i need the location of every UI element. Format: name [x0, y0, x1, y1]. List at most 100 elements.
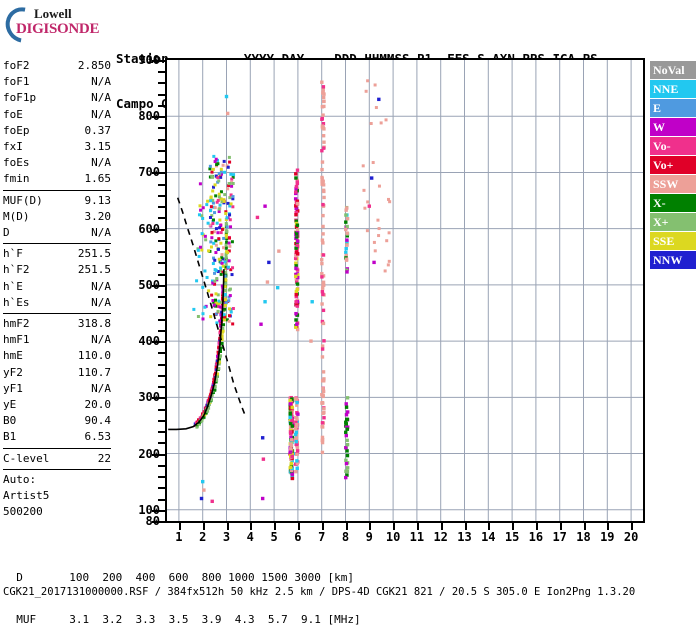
legend-item-noval[interactable]: NoVal: [650, 61, 696, 80]
y-axis-tick: [152, 172, 165, 175]
ionogram-plot-area[interactable]: [165, 58, 645, 523]
x-axis-label: 17: [552, 530, 567, 544]
x-axis-label: 13: [457, 530, 472, 544]
param-key: h`F2: [3, 263, 30, 277]
legend-item-sse[interactable]: SSE: [650, 232, 696, 251]
y-axis-minor-tick: [158, 431, 165, 434]
true-height-profile-curve: [168, 269, 225, 431]
param-value: N/A: [91, 279, 111, 293]
param-row-hme: hmE 110.0: [3, 348, 111, 364]
param-row-foes: foEs N/A: [3, 155, 111, 171]
param-value: N/A: [91, 333, 111, 347]
lowell-digisonde-logo: Lowell DIGISONDE: [0, 0, 106, 50]
y-axis-minor-tick: [158, 329, 165, 332]
y-axis-minor-tick: [158, 161, 165, 164]
param-key: D: [3, 226, 10, 240]
y-axis-minor-tick: [158, 296, 165, 299]
legend-item-ssw[interactable]: SSW: [650, 175, 696, 194]
param-value: N/A: [91, 226, 111, 240]
x-axis-tick: [369, 523, 372, 530]
y-axis-tick: [152, 521, 165, 523]
param-key: yF2: [3, 365, 23, 379]
param-value: 110.0: [77, 349, 111, 363]
x-axis-tick: [345, 523, 348, 530]
legend-item-x[interactable]: X+: [650, 213, 696, 232]
param-row-mufd: MUF(D) 9.13: [3, 193, 111, 209]
y-axis-minor-tick: [158, 419, 165, 422]
param-value: N/A: [91, 295, 111, 309]
y-axis-label: 400: [138, 334, 160, 349]
y-axis-minor-tick: [158, 442, 165, 445]
param-value: N/A: [91, 107, 111, 121]
param-row-fof1: foF1 N/A: [3, 74, 111, 90]
y-axis-tick: [152, 341, 165, 344]
y-axis-minor-tick: [158, 183, 165, 186]
y-axis-label: 80: [145, 514, 160, 528]
auto-code: 500200: [3, 505, 43, 519]
legend-item-w[interactable]: W: [650, 118, 696, 137]
x-axis-label: 4: [246, 530, 254, 544]
legend-item-nne[interactable]: NNE: [650, 80, 696, 99]
param-row-foep: foEp 0.37: [3, 123, 111, 139]
param-row-b1: B1 6.53: [3, 429, 111, 445]
param-key: B0: [3, 414, 17, 428]
y-axis-label: 600: [138, 221, 160, 236]
param-row-hes: h`Es N/A: [3, 295, 111, 311]
param-row-fmin: fmin 1.65: [3, 171, 111, 187]
param-key: h`E: [3, 279, 23, 293]
param-value: N/A: [91, 381, 111, 395]
legend-item-vo[interactable]: Vo+: [650, 156, 696, 175]
legend-item-e[interactable]: E: [650, 99, 696, 118]
param-key: fxI: [3, 140, 23, 154]
param-key: foEs: [3, 156, 30, 170]
scale-row-muf: MUF 3.1 3.2 3.3 3.5 3.9 4.3 5.7 9.1 [MHz…: [16, 613, 361, 626]
y-axis-minor-tick: [158, 363, 165, 366]
x-axis-label: 2: [199, 530, 207, 544]
x-axis-label: 7: [318, 530, 326, 544]
param-row-hf: h`F 251.5: [3, 246, 111, 262]
y-axis-minor-tick: [158, 206, 165, 209]
param-key: foF2: [3, 59, 30, 72]
y-axis-tick: [152, 397, 165, 400]
grid-lines: [167, 60, 643, 521]
legend-item-nnw[interactable]: NNW: [650, 251, 696, 270]
x-axis-label: 16: [528, 530, 544, 544]
x-axis-tick: [226, 523, 229, 530]
x-axis-label: 14: [481, 530, 496, 544]
param-key: foF1p: [3, 91, 37, 105]
y-axis-minor-tick: [158, 352, 165, 355]
y-axis-tick: [152, 509, 165, 512]
param-value: N/A: [91, 156, 111, 170]
y-axis-minor-tick: [158, 71, 165, 74]
param-key: fmin: [3, 172, 30, 186]
param-row-b0: B0 90.4: [3, 413, 111, 429]
param-key: hmF1: [3, 333, 30, 347]
x-axis-label: 8: [341, 530, 350, 544]
param-value: N/A: [91, 75, 111, 89]
y-axis-minor-tick: [158, 251, 165, 254]
y-axis-minor-tick: [158, 476, 165, 479]
y-axis-minor-tick: [158, 408, 165, 411]
param-row-yf2: yF2 110.7: [3, 365, 111, 381]
x-axis-label: 12: [433, 530, 448, 544]
param-value: 251.5: [77, 263, 111, 277]
x-axis-label: 15: [504, 530, 520, 544]
param-row-fxi: fxI 3.15: [3, 139, 111, 155]
param-value: 9.13: [84, 193, 112, 207]
param-value: 20.0: [84, 398, 112, 412]
param-row-hmf2: hmF2 318.8: [3, 316, 111, 332]
y-axis-label: 700: [138, 165, 160, 180]
scale-row-distance: D 100 200 400 600 800 1000 1500 3000 [km…: [16, 571, 355, 584]
y-axis-label: 100: [138, 502, 160, 517]
legend-item-vo[interactable]: Vo-: [650, 137, 696, 156]
param-divider: [3, 468, 111, 470]
y-axis-minor-tick: [158, 318, 165, 321]
x-axis-label: 11: [409, 530, 425, 544]
x-axis-tick: [535, 523, 538, 530]
y-axis-minor-tick: [158, 487, 165, 490]
param-key: B1: [3, 430, 17, 444]
legend-item-x[interactable]: X-: [650, 194, 696, 213]
param-key: MUF(D): [3, 193, 43, 207]
param-value: 2.850: [77, 59, 111, 72]
param-row-fof2: foF2 2.850: [3, 58, 111, 74]
